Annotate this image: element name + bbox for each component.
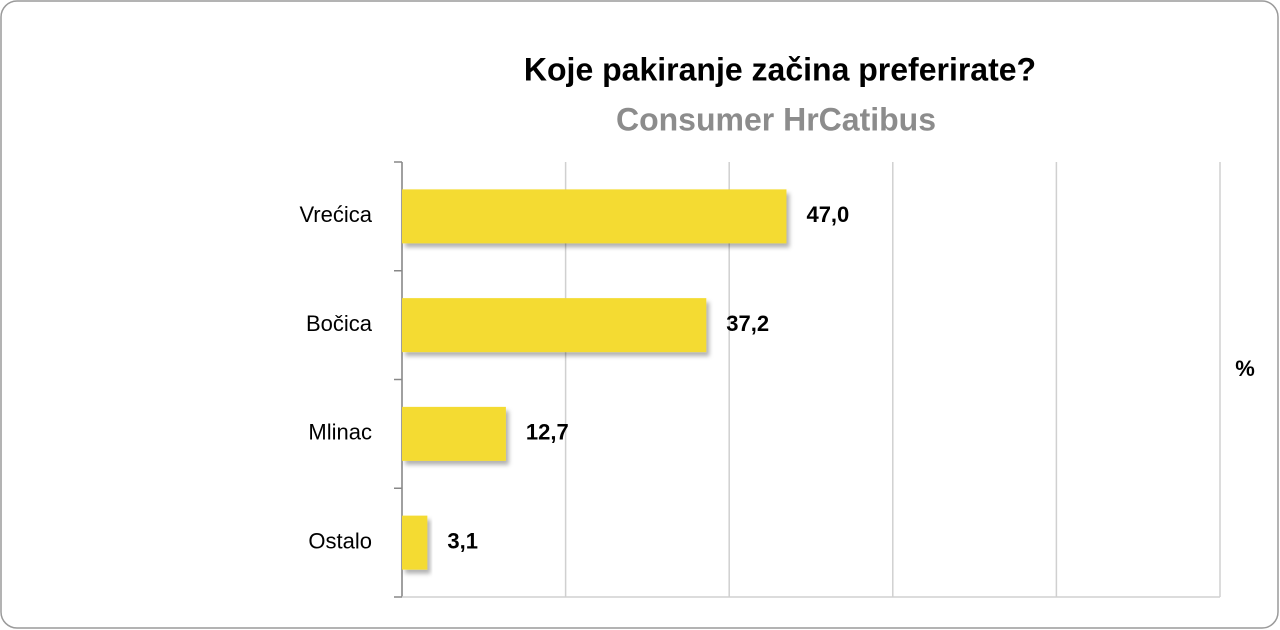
value-label: 12,7: [526, 420, 569, 445]
y-tick-label: Bočica: [306, 311, 373, 336]
y-tick-label: Vrećica: [299, 202, 372, 227]
axis-label: %: [1235, 356, 1255, 381]
y-tick-label: Ostalo: [308, 528, 372, 553]
value-label: 47,0: [806, 202, 849, 227]
bar: [402, 189, 787, 244]
bar: [402, 406, 506, 461]
value-label: 37,2: [726, 311, 769, 336]
bar: [402, 515, 428, 570]
chart-subtitle: Consumer HrCatibus: [616, 101, 936, 137]
value-label: 3,1: [447, 528, 478, 553]
bar: [402, 298, 707, 353]
chart-title: Koje pakiranje začina preferirate?: [524, 51, 1036, 87]
y-tick-label: Mlinac: [308, 420, 372, 445]
